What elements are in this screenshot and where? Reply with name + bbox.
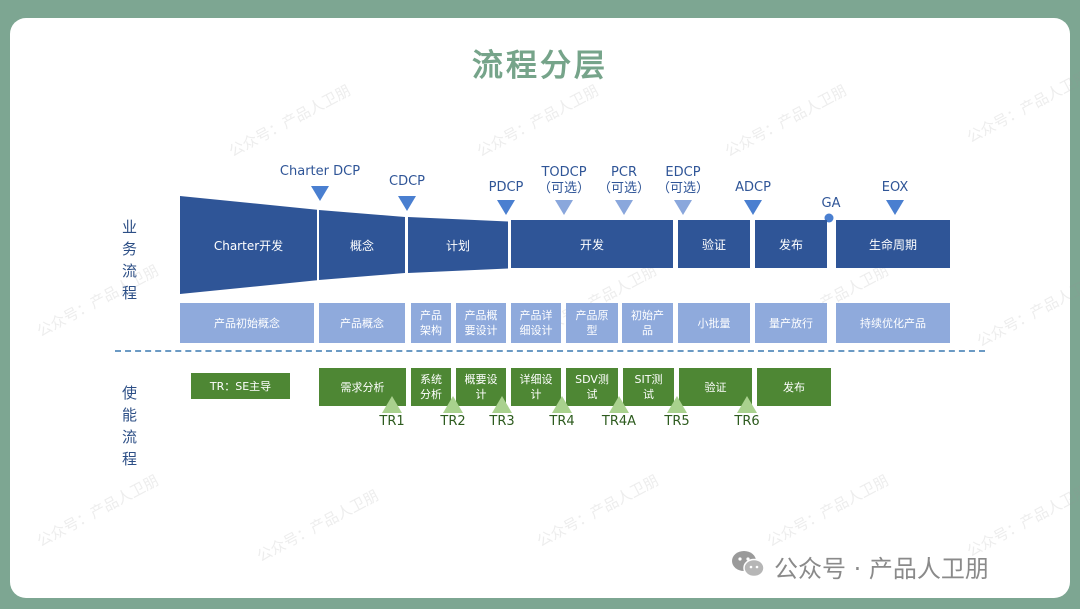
tr-marker-tr1 [382,396,402,413]
enabling-overview-design: 概要设 计 [456,368,506,406]
sub-stage-small-batch: 小批量 [678,303,750,343]
footer-brand: 公众号 · 产品人卫朋 [730,548,989,584]
enabling-detail-design: 详细设 计 [511,368,561,406]
gate-label-pcr: PCR （可选） [597,165,651,196]
stage-plan: 计划 [408,217,508,273]
sub-stage-prototype: 产品原 型 [566,303,618,343]
tr-marker-tr3 [492,396,512,413]
enabling-flow-label: 使能流程 [121,384,138,468]
enabling-sit-test: SIT测 试 [623,368,674,406]
gate-marker-edcp [674,200,692,215]
gate-marker-charter-dcp [311,186,329,201]
tr-label-tr1: TR1 [379,414,405,429]
gate-marker-todcp [555,200,573,215]
sub-stage-optimize: 持续优化产品 [836,303,950,343]
gate-label-ga: GA [821,196,841,211]
tr-label-tr5: TR5 [664,414,690,429]
tr-label-tr6: TR6 [734,414,760,429]
tr-marker-tr6 [737,396,757,413]
tr-label-tr3: TR3 [489,414,515,429]
tr-label-tr2: TR2 [440,414,466,429]
stage-release: 发布 [755,220,827,268]
gate-marker-adcp [744,200,762,215]
gate-label-eox: EOX [881,180,909,195]
sub-stage-initial-concept: 产品初始概念 [180,303,314,343]
sub-stage-mass-release: 量产放行 [755,303,827,343]
gate-label-cdcp: CDCP [388,174,426,189]
sub-stage-initial-product: 初始产 品 [622,303,673,343]
enabling-se-lead: TR：SE主导 [191,373,290,399]
gate-marker-ga [824,213,834,223]
footer-text: 公众号 · 产品人卫朋 [774,554,989,583]
sub-stage-product-concept: 产品概念 [319,303,405,343]
stage-concept: 概念 [319,210,405,280]
tr-marker-tr2 [443,396,463,413]
tr-marker-tr4a [609,396,629,413]
page-title: 流程分层 [472,48,608,84]
tr-label-tr4: TR4 [549,414,575,429]
gate-marker-pdcp [497,200,515,215]
gate-label-pdcp: PDCP [488,180,524,195]
stage-develop: 开发 [511,220,673,268]
gate-marker-cdcp [398,196,416,211]
flow-divider [115,350,985,352]
gate-label-adcp: ADCP [735,180,771,195]
wechat-icon [730,549,766,583]
sub-stage-overview-design: 产品概 要设计 [456,303,506,343]
sub-stage-architecture: 产品 架构 [411,303,451,343]
gate-marker-pcr [615,200,633,215]
sub-stage-detail-design: 产品详 细设计 [511,303,561,343]
tr-label-tr4a: TR4A [601,414,637,429]
tr-marker-tr4 [552,396,572,413]
gate-label-todcp: TODCP （可选） [537,165,591,196]
gate-label-edcp: EDCP （可选） [656,165,710,196]
enabling-release: 发布 [757,368,831,406]
tr-marker-tr5 [667,396,687,413]
gate-label-charter-dcp: Charter DCP [279,164,361,179]
gate-marker-eox [886,200,904,215]
stage-verify: 验证 [678,220,750,268]
stage-charter: Charter开发 [180,196,317,294]
business-flow-label: 业务流程 [121,218,138,302]
enabling-system-analysis: 系统 分析 [411,368,451,406]
stage-lifecycle: 生命周期 [836,220,950,268]
